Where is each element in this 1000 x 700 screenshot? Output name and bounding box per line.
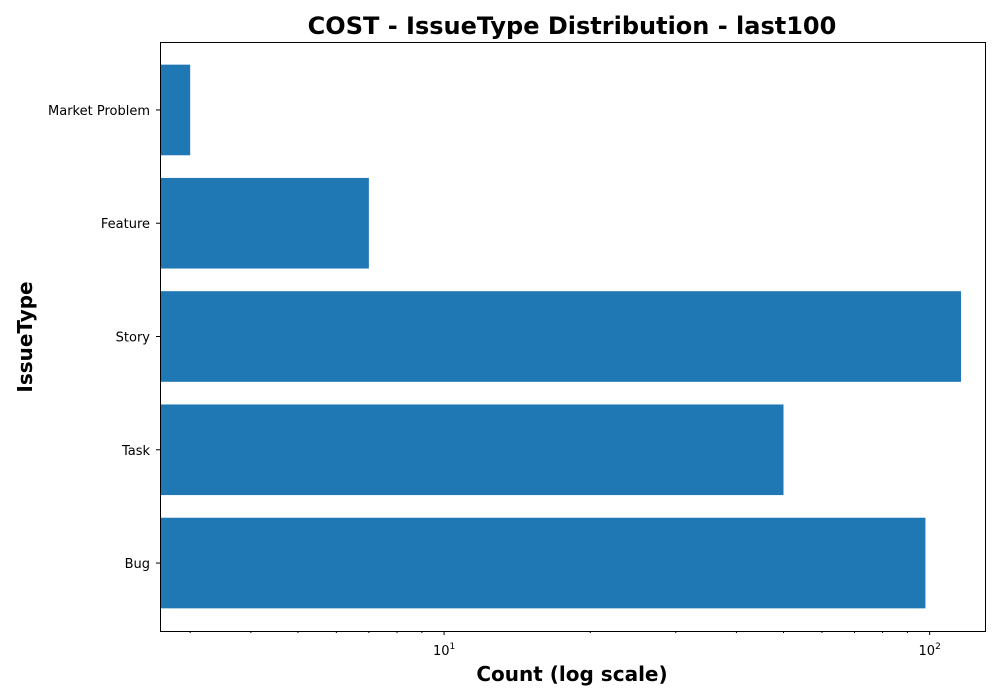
- bar-market-problem: [160, 64, 191, 156]
- y-axis-label: IssueType: [13, 281, 37, 392]
- y-tick-label: Bug: [125, 557, 150, 572]
- y-tick-label: Feature: [101, 217, 150, 232]
- x-tick-label: 102: [919, 642, 941, 659]
- chart-title: COST - IssueType Distribution - last100: [308, 12, 837, 40]
- bar-feature: [160, 177, 369, 269]
- bars: [160, 64, 961, 609]
- bar-bug: [160, 517, 926, 609]
- plot-frame: [160, 42, 986, 632]
- x-axis-label: Count (log scale): [476, 662, 667, 686]
- y-tick-label: Task: [121, 444, 151, 459]
- bar-story: [160, 291, 961, 382]
- axes: Bug Task Story Feature Market Problem 101 102: [48, 104, 941, 659]
- bar-task: [160, 404, 784, 496]
- y-tick-label: Market Problem: [48, 104, 150, 119]
- x-tick-label: 101: [433, 642, 455, 659]
- y-tick-label: Story: [116, 331, 151, 346]
